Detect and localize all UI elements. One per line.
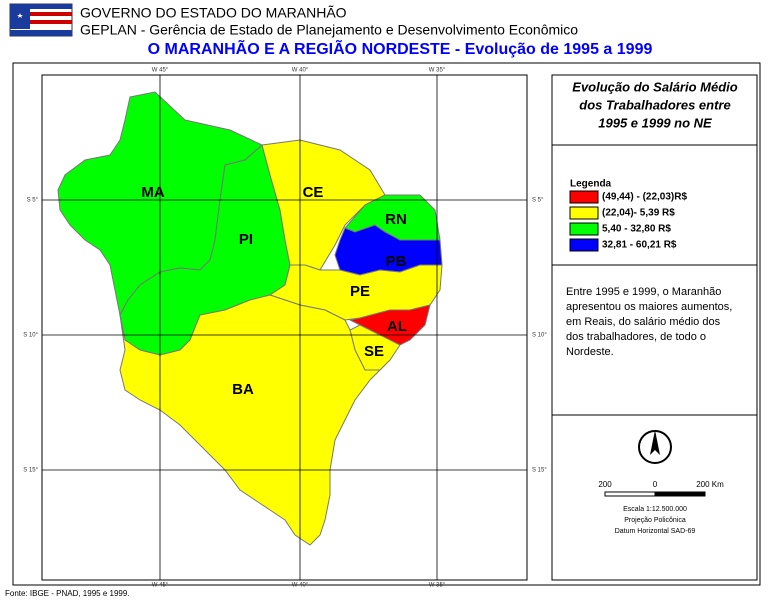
state-label: AL — [387, 318, 407, 335]
state-label: PB — [386, 253, 407, 270]
state-label: MA — [141, 184, 164, 201]
grid-label: W 40° — [292, 583, 309, 589]
grid-label: S 10° — [23, 333, 38, 339]
panel-box — [551, 74, 758, 581]
note: Entre 1995 e 1999, o Maranhão — [566, 286, 721, 298]
north-arrow — [638, 430, 672, 464]
source: Fonte: IBGE - PNAD, 1995 e 1999. — [5, 589, 130, 598]
state-label: CE — [303, 184, 324, 201]
legend-swatch — [569, 206, 599, 220]
state-label: RN — [385, 211, 407, 228]
legend-label: 32,81 - 60,21 R$ — [602, 240, 677, 251]
grid-label: S 10° — [532, 333, 547, 339]
state-label: PI — [239, 231, 253, 248]
scale-note: Escala 1:12.500.000 — [623, 506, 687, 513]
frame — [12, 62, 761, 586]
grid-label: W 40° — [292, 68, 309, 74]
scale-note: Projeção Policônica — [624, 517, 686, 524]
legend-title: Legenda — [570, 179, 612, 190]
scale-bar — [604, 491, 706, 497]
grid-label: S 15° — [532, 468, 547, 474]
note: em Reais, do salário médio dos — [566, 316, 721, 328]
panel: Evolução do Salário Médio dos Trabalhador… — [566, 79, 738, 534]
grid-label: W 45° — [152, 583, 169, 589]
grid-label: W 35° — [429, 583, 446, 589]
scale-note: Datum Horizontal SAD-69 — [615, 528, 696, 535]
grid-labels: W 45° W 40° W 35° W 45° W 40° W 35° S 5° S 10° S… — [23, 68, 547, 589]
logo — [9, 3, 73, 37]
panel-title: Evolução do Salário Médio — [572, 79, 737, 94]
legend-label: (22,04)- 5,39 R$ — [602, 208, 675, 219]
legend-label: 5,40 - 32,80 R$ — [602, 224, 671, 235]
graticule — [42, 75, 527, 580]
scale-label: 200 — [598, 480, 612, 489]
note: Nordeste. — [566, 346, 614, 358]
state-label: SE — [364, 343, 384, 360]
legend-swatch — [569, 222, 599, 236]
legend-label: (49,44) - (22,03)R$ — [602, 192, 687, 203]
grid-label: W 45° — [152, 68, 169, 74]
map-box — [41, 74, 528, 581]
panel-title: dos Trabalhadores entre — [579, 97, 730, 112]
scale-label: 200 Km — [696, 480, 724, 489]
grid-label: W 35° — [429, 68, 446, 74]
grid-label: S 5° — [27, 198, 39, 204]
grid-label: S 5° — [532, 198, 544, 204]
map-title: O MARANHÃO E A REGIÃO NORDESTE - Evoluçã… — [148, 38, 653, 58]
grid-label: S 15° — [23, 468, 38, 474]
state-label: BA — [232, 381, 254, 398]
legend-swatch — [569, 238, 599, 252]
header-line1: GOVERNO DO ESTADO DO MARANHÃO — [80, 5, 347, 21]
panel-title: 1995 e 1999 no NE — [598, 115, 712, 130]
legend-swatch — [569, 190, 599, 204]
note: apresentou os maiores aumentos, — [566, 301, 732, 313]
state-label: PE — [350, 283, 370, 300]
header-line2: GEPLAN - Gerência de Estado de Planejame… — [80, 22, 578, 38]
note: dos trabalhadores, de todo o — [566, 331, 706, 343]
scale-label: 0 — [653, 480, 658, 489]
